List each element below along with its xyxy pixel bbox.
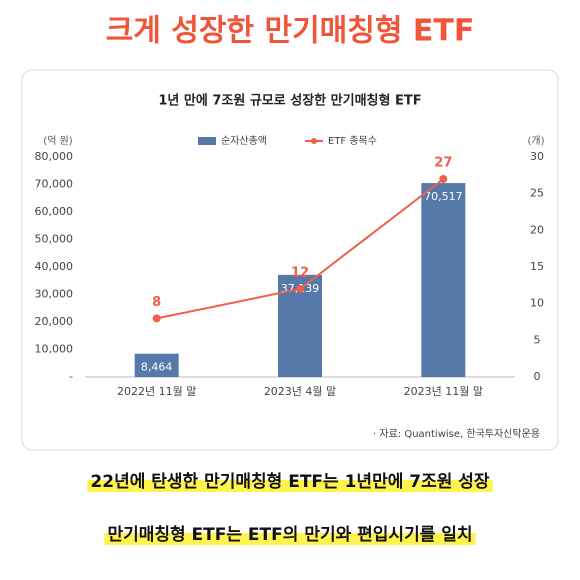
y2-tick-label: 25 (530, 187, 544, 200)
line-value-label: 12 (291, 266, 309, 281)
y-tick-label: 10,000 (35, 343, 74, 356)
line-value-label: 8 (152, 295, 161, 310)
bar (421, 183, 466, 377)
caption-highlight (87, 480, 493, 492)
legend-label: 순자산총액 (221, 135, 267, 147)
legend-dot (311, 138, 317, 144)
y2-tick-label: 5 (534, 333, 541, 346)
y-tick-label: 30,000 (35, 288, 74, 301)
y-tick-label: 60,000 (35, 205, 74, 218)
caption-highlight (104, 533, 476, 545)
x-tick-label: 2023년 4월 말 (264, 385, 336, 398)
y-tick-label: 70,000 (35, 178, 74, 191)
bar-value-label: 8,464 (141, 361, 173, 374)
y-tick-label: 50,000 (35, 233, 74, 246)
y2-tick-label: 15 (530, 260, 544, 273)
y-tick-label: 80,000 (35, 150, 74, 163)
y-tick-label: 40,000 (35, 260, 74, 273)
source-note: · 자료: Quantiwise, 한국투자신탁운용 (373, 428, 540, 440)
y-axis-label: (억 원) (43, 135, 72, 147)
line-point (439, 175, 448, 183)
caption: 22년에 탄생한 만기매칭형 ETF는 1년만에 7조원 성장 (90, 471, 490, 492)
chart-title: 1년 만에 7조원 규모로 성장한 만기매칭형 ETF (158, 93, 421, 109)
y-tick-label: - (69, 370, 73, 383)
bar-value-label: 70,517 (424, 190, 463, 203)
y2-tick-label: 0 (534, 370, 541, 383)
line-value-label: 27 (434, 156, 452, 171)
bar (134, 353, 179, 377)
caption: 만기매칭형 ETF는 ETF의 만기와 편입시기를 일치 (107, 524, 472, 545)
line-point (152, 314, 161, 323)
page-title: 크게 성장한 만기매칭형 ETF (106, 14, 475, 49)
line-point (296, 285, 304, 293)
y-tick-label: 20,000 (35, 315, 74, 328)
legend-label: ETF 종목수 (328, 135, 377, 147)
y2-tick-label: 10 (530, 297, 544, 310)
y2-axis-label: (개) (527, 135, 544, 147)
legend-swatch (198, 137, 216, 145)
x-tick-label: 2022년 11월 말 (117, 385, 196, 398)
y2-tick-label: 20 (530, 223, 544, 236)
x-tick-label: 2023년 11월 말 (404, 385, 483, 398)
y2-tick-label: 30 (530, 150, 544, 163)
